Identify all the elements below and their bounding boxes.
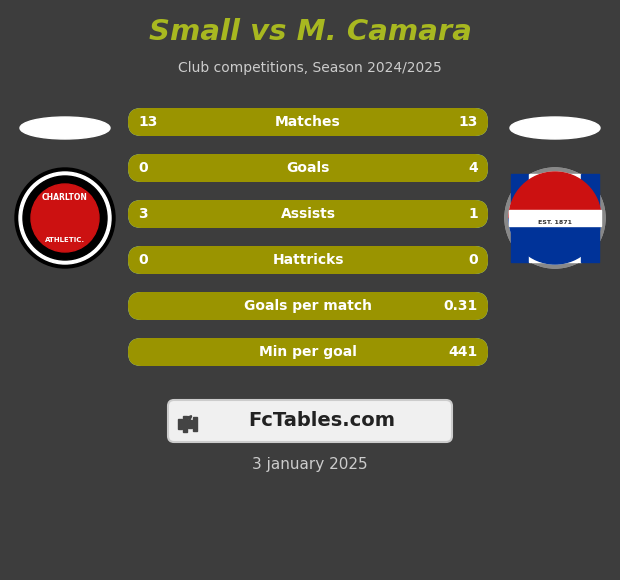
Text: 4: 4 [468,161,478,175]
Bar [193,417,197,431]
Bar [582,174,599,262]
Text: EST. 1871: EST. 1871 [538,220,572,226]
Bar [546,174,564,262]
Text: 13: 13 [138,115,157,129]
Circle shape [31,184,99,252]
Text: CHARLTON: CHARLTON [42,194,88,202]
Text: 441: 441 [449,345,478,359]
Circle shape [509,172,601,264]
FancyBboxPatch shape [128,108,488,136]
Text: Club competitions, Season 2024/2025: Club competitions, Season 2024/2025 [178,61,442,75]
Bar [183,416,187,432]
FancyBboxPatch shape [128,200,488,228]
Text: 13: 13 [459,115,478,129]
FancyBboxPatch shape [128,338,488,366]
Text: Min per goal: Min per goal [259,345,357,359]
FancyBboxPatch shape [128,154,488,182]
Circle shape [505,168,605,268]
FancyBboxPatch shape [128,108,488,136]
Circle shape [15,168,115,268]
Text: 0: 0 [138,253,148,267]
Text: 1: 1 [468,207,478,221]
Text: 0: 0 [468,253,478,267]
Bar [188,420,192,428]
Text: Hattricks: Hattricks [272,253,343,267]
FancyBboxPatch shape [128,246,488,274]
Circle shape [505,168,605,268]
Bar [509,210,601,226]
Bar [511,206,599,230]
Text: 3: 3 [138,207,148,221]
Bar [564,174,582,262]
Ellipse shape [510,117,600,139]
Bar [178,419,182,429]
Ellipse shape [20,117,110,139]
FancyBboxPatch shape [128,292,488,320]
Wedge shape [509,172,601,218]
FancyBboxPatch shape [128,292,488,320]
Text: Small vs M. Camara: Small vs M. Camara [149,18,471,46]
FancyBboxPatch shape [128,338,488,366]
Wedge shape [509,218,601,264]
Bar [529,174,546,262]
FancyBboxPatch shape [128,154,488,182]
FancyBboxPatch shape [128,200,488,228]
Text: ATHLETIC.: ATHLETIC. [45,237,85,243]
Circle shape [19,172,111,264]
FancyBboxPatch shape [128,246,488,274]
Text: FcTables.com: FcTables.com [249,411,396,430]
Circle shape [23,176,107,260]
FancyBboxPatch shape [168,400,452,442]
Text: Goals per match: Goals per match [244,299,372,313]
Bar [511,174,529,262]
Circle shape [511,174,599,262]
Text: Assists: Assists [280,207,335,221]
Text: Goals: Goals [286,161,330,175]
Text: 3 january 2025: 3 january 2025 [252,458,368,473]
Text: Matches: Matches [275,115,341,129]
Text: 0: 0 [138,161,148,175]
Text: 0.31: 0.31 [444,299,478,313]
